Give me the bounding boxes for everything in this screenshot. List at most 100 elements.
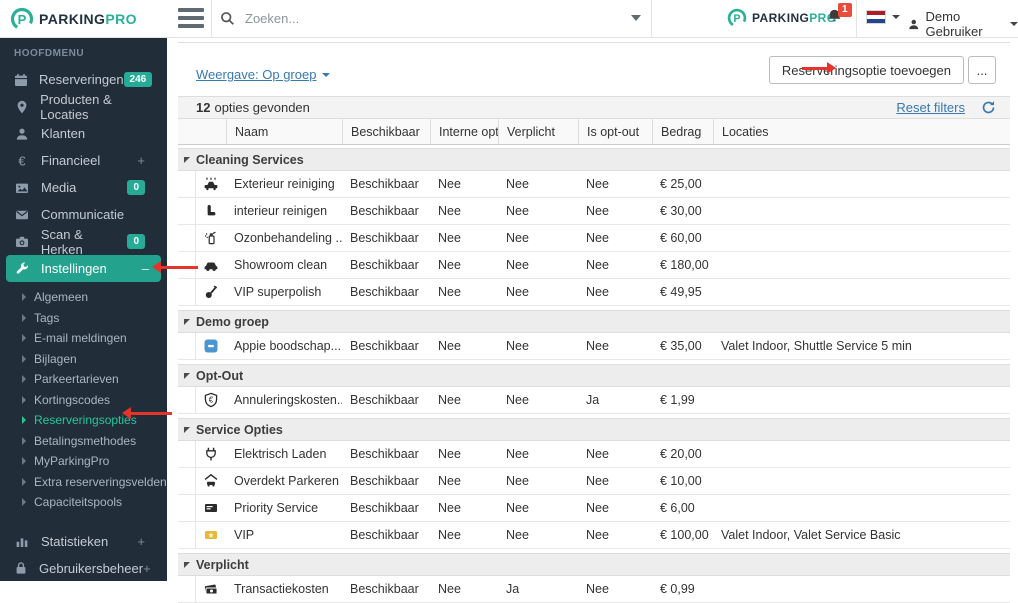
cell-bedrag: € 1,99 bbox=[660, 393, 695, 407]
cell-is-opt-out: Nee bbox=[586, 582, 609, 596]
envelope-icon bbox=[14, 208, 30, 222]
group-header-service-opties[interactable]: Service Opties bbox=[178, 418, 1010, 441]
more-actions-button[interactable]: ... bbox=[968, 56, 996, 84]
sidebar-item-klanten[interactable]: Klanten bbox=[0, 120, 167, 147]
count-badge: 0 bbox=[127, 234, 145, 249]
car-icon bbox=[204, 262, 218, 271]
search-scope-caret-icon[interactable] bbox=[631, 15, 641, 21]
collapse-minus-icon[interactable]: – bbox=[141, 261, 149, 276]
submenu-item-algemeen[interactable]: Algemeen bbox=[0, 287, 167, 308]
header-verplicht[interactable]: Verplicht bbox=[498, 119, 578, 144]
table-row[interactable]: Priority Service Beschikbaar Nee Nee Nee… bbox=[178, 495, 1010, 522]
header-naam[interactable]: Naam bbox=[226, 119, 342, 144]
header-beschikbaar[interactable]: Beschikbaar bbox=[342, 119, 430, 144]
group-header-demo-groep[interactable]: Demo groep bbox=[178, 310, 1010, 333]
cell-interne-optie: Nee bbox=[438, 582, 461, 596]
cell-is-opt-out: Nee bbox=[586, 258, 609, 272]
header-is-opt-out[interactable]: Is opt-out bbox=[578, 119, 652, 144]
image-icon bbox=[14, 181, 30, 195]
expand-plus-icon[interactable]: + bbox=[137, 533, 145, 549]
table-row[interactable]: Showroom clean Beschikbaar Nee Nee Nee €… bbox=[178, 252, 1010, 279]
map-pin-icon bbox=[14, 100, 29, 114]
cell-locaties: Valet Indoor, Valet Service Basic bbox=[721, 528, 901, 542]
sidebar-item-gebruikersbeheer[interactable]: Gebruikersbeheer + bbox=[0, 555, 167, 582]
table-row[interactable]: interieur reinigen Beschikbaar Nee Nee N… bbox=[178, 198, 1010, 225]
panel-header: Weergave: Op groep Reserveringsoptie toe… bbox=[178, 43, 1010, 96]
submenu-item-myparkingpro[interactable]: MyParkingPro bbox=[0, 451, 167, 472]
header-interne-optie[interactable]: Interne optie bbox=[430, 119, 498, 144]
collapse-triangle-icon bbox=[184, 426, 190, 433]
caret-right-icon bbox=[22, 477, 26, 486]
submenu-item-parkeertarieven[interactable]: Parkeertarieven bbox=[0, 369, 167, 390]
submenu-item-bijlagen[interactable]: Bijlagen bbox=[0, 349, 167, 370]
annotation-arrow-instellingen bbox=[152, 261, 198, 273]
sidebar-item-reserveringen[interactable]: Reserveringen 246 bbox=[0, 66, 167, 93]
user-menu[interactable]: Demo Gebruiker bbox=[908, 9, 1018, 39]
priority-card-icon bbox=[205, 504, 217, 512]
sidebar-item-label: Instellingen bbox=[41, 261, 107, 276]
search-input[interactable] bbox=[243, 10, 607, 27]
add-reservation-option-button[interactable]: Reserveringsoptie toevoegen bbox=[768, 56, 964, 84]
app-logo[interactable]: P PARKINGPRO bbox=[0, 0, 167, 37]
submenu-item-capaciteitspools[interactable]: Capaciteitspools bbox=[0, 492, 167, 513]
sidebar-item-instellingen[interactable]: Instellingen – bbox=[6, 255, 161, 282]
submenu-item-reserveringsopties[interactable]: Reserveringsopties bbox=[0, 410, 167, 431]
language-selector[interactable] bbox=[866, 10, 900, 24]
cell-interne-optie: Nee bbox=[438, 393, 461, 407]
parkingpro-logo-icon: P bbox=[10, 7, 34, 30]
annotation-arrow-add-button bbox=[802, 62, 836, 74]
sidebar-item-communicatie[interactable]: Communicatie bbox=[0, 201, 167, 228]
cell-is-opt-out: Ja bbox=[586, 393, 600, 407]
cell-is-opt-out: Nee bbox=[586, 204, 609, 218]
cell-bedrag: € 180,00 bbox=[660, 258, 709, 272]
divider bbox=[651, 0, 652, 37]
table-row[interactable]: Exterieur reiniging Beschikbaar Nee Nee … bbox=[178, 171, 1010, 198]
refresh-button[interactable] bbox=[981, 100, 996, 115]
sidebar-item-statistieken[interactable]: Statistieken + bbox=[0, 528, 167, 555]
cell-naam: Overdekt Parkeren bbox=[234, 474, 339, 488]
sidebar-item-financieel[interactable]: € Financieel + bbox=[0, 147, 167, 174]
submenu-item-extra-reserveringsvelden[interactable]: Extra reserveringsvelden bbox=[0, 472, 167, 493]
caret-right-icon bbox=[22, 457, 26, 466]
cell-interne-optie: Nee bbox=[438, 528, 461, 542]
chevron-down-icon bbox=[322, 72, 331, 77]
group-header-cleaning-services[interactable]: Cleaning Services bbox=[178, 148, 1010, 171]
menu-toggle-icon[interactable] bbox=[178, 8, 204, 28]
table-row[interactable]: Appie boodschap... Beschikbaar Nee Nee N… bbox=[178, 333, 1010, 360]
cell-interne-optie: Nee bbox=[438, 501, 461, 515]
cell-beschikbaar: Beschikbaar bbox=[350, 447, 419, 461]
cell-verplicht: Nee bbox=[506, 258, 529, 272]
sidebar-item-scan-herken[interactable]: Scan & Herken 0 bbox=[0, 227, 167, 257]
table-row[interactable]: VIP Beschikbaar Nee Nee Nee € 100,00 Val… bbox=[178, 522, 1010, 549]
sidebar-item-media[interactable]: Media 0 bbox=[0, 174, 167, 201]
submenu-item-betalingsmethodes[interactable]: Betalingsmethodes bbox=[0, 431, 167, 452]
reset-filters-link[interactable]: Reset filters bbox=[896, 100, 965, 115]
money-icon bbox=[204, 584, 218, 595]
notifications-button[interactable]: 1 bbox=[826, 3, 856, 33]
table-row[interactable]: Ozonbehandeling ... Beschikbaar Nee Nee … bbox=[178, 225, 1010, 252]
table-row[interactable]: Overdekt Parkeren Beschikbaar Nee Nee Ne… bbox=[178, 468, 1010, 495]
cell-bedrag: € 6,00 bbox=[660, 501, 695, 515]
header-bedrag[interactable]: Bedrag bbox=[652, 119, 713, 144]
count-badge: 0 bbox=[127, 180, 145, 195]
table-row[interactable]: € Annuleringskosten... Beschikbaar Nee N… bbox=[178, 387, 1010, 414]
header-locaties[interactable]: Locaties bbox=[713, 119, 1010, 144]
user-name: Demo Gebruiker bbox=[925, 9, 983, 39]
sidebar-item-label: Reserveringen bbox=[39, 72, 124, 87]
expand-plus-icon[interactable]: + bbox=[143, 560, 151, 576]
sidebar: HOOFDMENU Reserveringen 246 Producten & … bbox=[0, 37, 167, 581]
submenu-item-email-meldingen[interactable]: E-mail meldingen bbox=[0, 328, 167, 349]
search-icon bbox=[221, 12, 234, 25]
group-header-opt-out[interactable]: Opt-Out bbox=[178, 364, 1010, 387]
group-header-verplicht[interactable]: Verplicht bbox=[178, 553, 1010, 576]
table-row[interactable]: Transactiekosten Beschikbaar Nee Ja Nee … bbox=[178, 576, 1010, 603]
cell-is-opt-out: Nee bbox=[586, 447, 609, 461]
view-mode-dropdown[interactable]: Weergave: Op groep bbox=[196, 67, 331, 82]
table-row[interactable]: Elektrisch Laden Beschikbaar Nee Nee Nee… bbox=[178, 441, 1010, 468]
submenu-item-tags[interactable]: Tags bbox=[0, 308, 167, 329]
table-row[interactable]: VIP superpolish Beschikbaar Nee Nee Nee … bbox=[178, 279, 1010, 306]
expand-plus-icon[interactable]: + bbox=[137, 153, 145, 168]
submenu-item-kortingscodes[interactable]: Kortingscodes bbox=[0, 390, 167, 411]
cell-beschikbaar: Beschikbaar bbox=[350, 177, 419, 191]
sidebar-item-producten-locaties[interactable]: Producten & Locaties bbox=[0, 92, 167, 122]
